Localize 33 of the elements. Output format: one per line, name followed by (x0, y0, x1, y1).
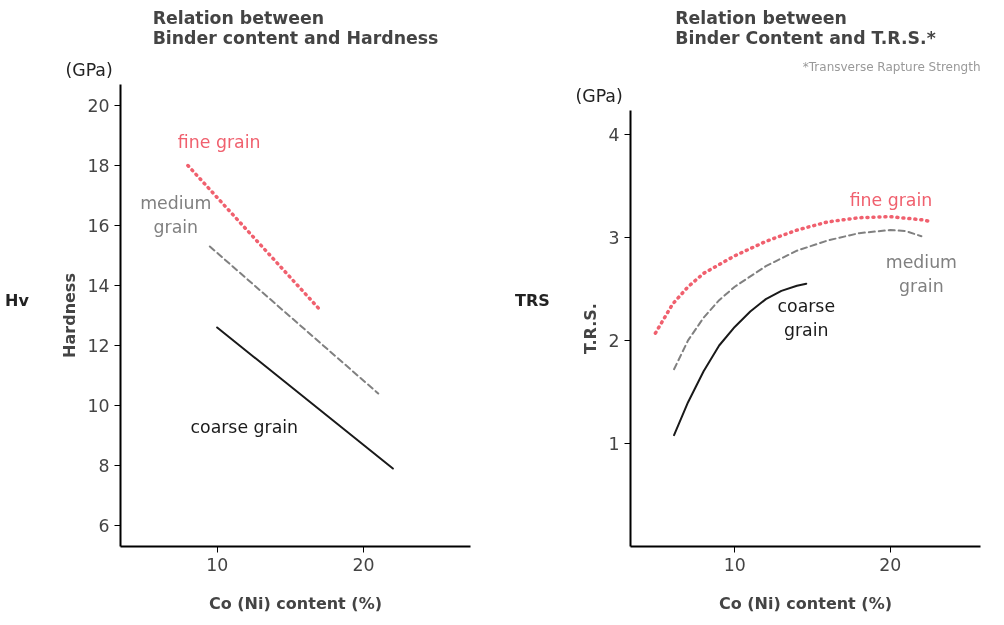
text: (GPa) (575, 85, 623, 106)
x-axis-title: Co (Ni) content (%) (209, 593, 383, 613)
chart-title: Relation between Binder Content and T.R.S.* (675, 7, 936, 48)
y-tick-label: 16 (87, 216, 110, 236)
series-label: fine grain (177, 131, 261, 152)
y-axis-title: T.R.S. (581, 303, 601, 354)
series-label: coarse grain (190, 417, 299, 437)
x-axis-title: Co (Ni) content (%) (719, 593, 893, 613)
text: TRS (515, 290, 550, 312)
series-label: coarse grain (777, 295, 836, 340)
text: (GPa) (65, 59, 113, 80)
x-tick-label: 20 (879, 554, 902, 575)
series-label: medium grain (885, 252, 957, 297)
y-axis-title: Hardness (60, 273, 80, 358)
y-tick-label: 3 (608, 227, 620, 248)
y-tick-label: 6 (98, 516, 110, 536)
y-tick-label: 20 (87, 96, 110, 116)
series-label: fine grain (849, 189, 933, 210)
series-label: medium grain (140, 192, 212, 237)
x-tick-label: 10 (206, 554, 229, 575)
y-tick-label: 2 (608, 330, 620, 351)
x-tick-label: 20 (352, 554, 375, 575)
y-tick-label: 10 (87, 396, 110, 416)
y-tick-label: 12 (87, 336, 110, 356)
y-tick-label: 1 (608, 433, 620, 454)
y-tick-label: 4 (608, 124, 620, 145)
chart-title: Relation between Binder content and Hardness (152, 7, 439, 48)
text: *Transverse Rapture Strength (802, 59, 981, 74)
x-tick-label: 10 (723, 554, 746, 575)
text: Hv (5, 290, 29, 312)
y-tick-label: 18 (87, 156, 110, 176)
y-tick-label: 14 (87, 276, 110, 296)
y-tick-label: 8 (98, 456, 110, 476)
